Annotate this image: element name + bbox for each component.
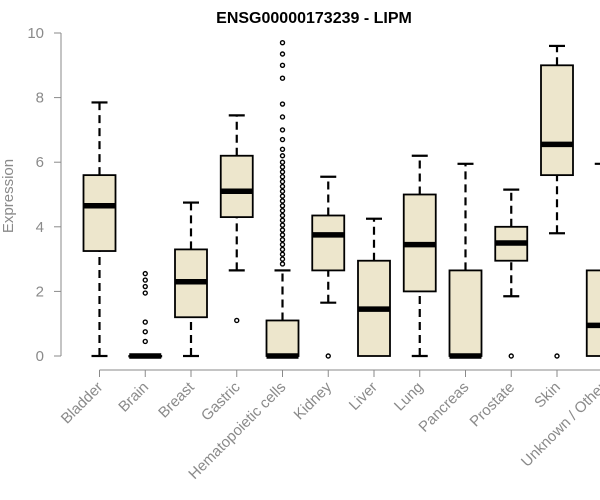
y-axis: 0 2 4 6 8 10 bbox=[27, 25, 62, 365]
outlier-point bbox=[279, 127, 286, 133]
x-tick-label: Liver bbox=[346, 379, 381, 414]
box-unknown-other bbox=[585, 162, 600, 357]
box-gastric bbox=[219, 114, 254, 324]
x-tick-label: Kidney bbox=[291, 378, 336, 423]
outlier-point bbox=[142, 270, 148, 277]
y-tick-label: 8 bbox=[36, 90, 44, 107]
box-iqr bbox=[311, 214, 346, 272]
y-tick-label: 10 bbox=[27, 25, 44, 42]
box-liver bbox=[357, 217, 391, 357]
outlier-point bbox=[279, 212, 286, 219]
box-brain bbox=[128, 270, 163, 359]
x-tick-label: Gastric bbox=[198, 378, 244, 424]
box-iqr bbox=[540, 64, 574, 177]
outlier-point bbox=[279, 217, 286, 224]
x-tick-label: Skin bbox=[531, 379, 564, 412]
outlier-point bbox=[279, 178, 286, 185]
outlier-point bbox=[325, 353, 331, 359]
x-tick-label: Prostate bbox=[467, 379, 519, 431]
outlier-point bbox=[279, 246, 286, 253]
outlier-point bbox=[279, 241, 286, 248]
outlier-point bbox=[142, 329, 148, 335]
outlier-point bbox=[279, 159, 286, 165]
outlier-point bbox=[142, 277, 148, 283]
box-iqr bbox=[82, 174, 117, 252]
outlier-point bbox=[279, 164, 286, 170]
outlier-point bbox=[279, 146, 286, 152]
outlier-point bbox=[279, 39, 286, 46]
box-kidney bbox=[311, 175, 346, 359]
outlier-point bbox=[142, 338, 148, 345]
outlier-point bbox=[554, 353, 560, 359]
x-tick-label: Bladder bbox=[58, 379, 107, 428]
box-iqr bbox=[265, 319, 300, 357]
box-series bbox=[82, 39, 600, 359]
box-prostate bbox=[494, 188, 529, 359]
outlier-point bbox=[279, 51, 286, 57]
outlier-point bbox=[142, 283, 148, 290]
outlier-point bbox=[279, 193, 286, 199]
x-tick-label: Brain bbox=[115, 379, 152, 416]
outlier-point bbox=[279, 207, 286, 214]
outlier-point bbox=[279, 256, 286, 262]
outlier-point bbox=[279, 114, 286, 120]
outlier-point bbox=[142, 319, 148, 325]
outlier-point bbox=[279, 203, 286, 209]
outlier-point bbox=[279, 183, 286, 190]
outlier-point bbox=[279, 222, 286, 228]
outlier-point bbox=[279, 232, 286, 238]
outlier-point bbox=[279, 62, 286, 69]
outlier-point bbox=[279, 261, 286, 267]
box-iqr bbox=[585, 269, 600, 357]
y-tick-label: 4 bbox=[36, 219, 44, 236]
box-skin bbox=[540, 44, 574, 359]
outlier-point bbox=[279, 101, 286, 107]
box-breast bbox=[174, 201, 208, 358]
box-iqr bbox=[448, 269, 483, 357]
box-hematopoietic-cells bbox=[265, 39, 300, 359]
y-tick-label: 0 bbox=[36, 348, 44, 365]
outlier-point bbox=[279, 237, 286, 243]
outlier-point bbox=[279, 198, 286, 204]
box-bladder bbox=[82, 101, 117, 358]
outlier-point bbox=[279, 153, 286, 159]
y-tick-label: 2 bbox=[36, 283, 44, 300]
outlier-point bbox=[508, 353, 514, 359]
x-tick-label: Breast bbox=[155, 378, 198, 421]
outlier-point bbox=[279, 136, 286, 143]
outlier-point bbox=[279, 169, 286, 175]
y-axis-label: Expression bbox=[0, 159, 17, 233]
box-pancreas bbox=[448, 162, 483, 359]
x-tick-label: Lung bbox=[391, 379, 427, 415]
outlier-point bbox=[234, 317, 240, 324]
chart-title: ENSG00000173239 - LIPM bbox=[216, 10, 412, 27]
outlier-point bbox=[142, 290, 148, 296]
x-tick-label: Pancreas bbox=[415, 379, 472, 436]
outlier-point bbox=[279, 188, 286, 194]
outlier-point bbox=[279, 251, 286, 257]
y-tick-label: 6 bbox=[36, 154, 44, 171]
box-iqr bbox=[219, 154, 254, 219]
outlier-point bbox=[279, 75, 286, 81]
outlier-point bbox=[279, 227, 286, 233]
outlier-point bbox=[279, 174, 286, 180]
box-lung bbox=[402, 154, 437, 358]
